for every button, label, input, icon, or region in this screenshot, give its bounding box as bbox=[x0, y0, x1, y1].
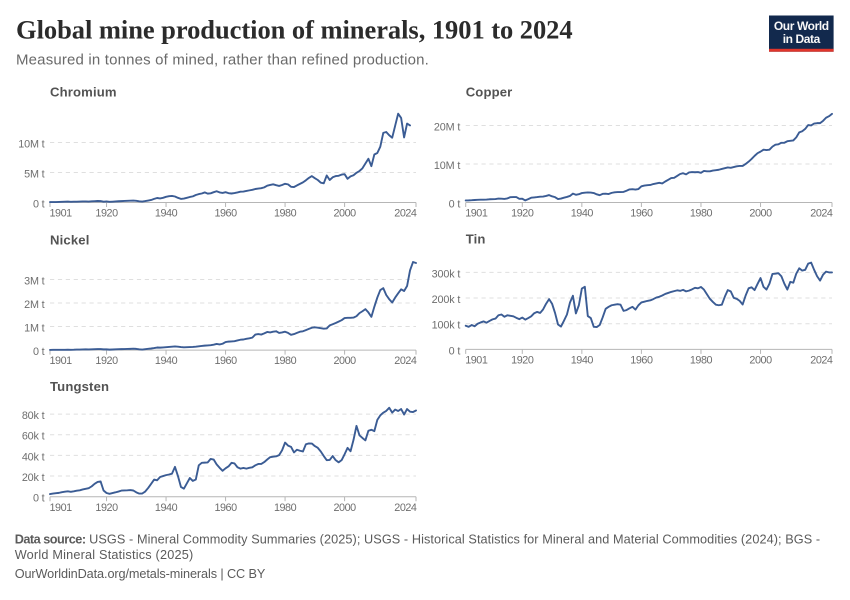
svg-text:1980: 1980 bbox=[274, 208, 297, 220]
svg-text:3M t: 3M t bbox=[24, 275, 45, 287]
svg-text:1960: 1960 bbox=[214, 502, 237, 514]
svg-text:1920: 1920 bbox=[511, 208, 534, 220]
svg-text:Tungsten: Tungsten bbox=[50, 379, 109, 394]
svg-text:World Mineral Statistics (2025: World Mineral Statistics (2025) bbox=[15, 548, 194, 562]
svg-text:Chromium: Chromium bbox=[50, 85, 117, 100]
svg-text:1980: 1980 bbox=[690, 208, 713, 220]
svg-text:1980: 1980 bbox=[274, 355, 297, 367]
svg-text:1940: 1940 bbox=[571, 355, 594, 367]
svg-text:1901: 1901 bbox=[50, 208, 73, 220]
svg-text:0 t: 0 t bbox=[449, 345, 461, 357]
svg-text:0 t: 0 t bbox=[33, 198, 45, 210]
svg-text:2024: 2024 bbox=[810, 208, 833, 220]
svg-text:80k t: 80k t bbox=[22, 410, 45, 422]
svg-text:2024: 2024 bbox=[394, 208, 417, 220]
svg-text:2000: 2000 bbox=[749, 355, 772, 367]
svg-text:1940: 1940 bbox=[571, 208, 594, 220]
svg-text:200k t: 200k t bbox=[432, 294, 461, 306]
svg-text:1920: 1920 bbox=[95, 502, 118, 514]
svg-text:1940: 1940 bbox=[155, 355, 178, 367]
svg-text:20M t: 20M t bbox=[434, 121, 460, 133]
svg-text:in Data: in Data bbox=[783, 32, 821, 46]
svg-text:Global mine production of mine: Global mine production of minerals, 1901… bbox=[16, 14, 573, 44]
svg-text:2024: 2024 bbox=[394, 355, 417, 367]
svg-text:1920: 1920 bbox=[95, 208, 118, 220]
svg-text:Nickel: Nickel bbox=[50, 232, 89, 247]
svg-text:60k t: 60k t bbox=[22, 431, 45, 443]
svg-text:2M t: 2M t bbox=[24, 299, 45, 311]
svg-text:2000: 2000 bbox=[333, 502, 356, 514]
svg-text:1940: 1940 bbox=[155, 208, 178, 220]
svg-text:2024: 2024 bbox=[394, 502, 417, 514]
svg-text:Copper: Copper bbox=[466, 85, 513, 100]
svg-text:20k t: 20k t bbox=[22, 472, 45, 484]
svg-text:40k t: 40k t bbox=[22, 451, 45, 463]
svg-text:Our World: Our World bbox=[774, 19, 829, 33]
svg-text:1980: 1980 bbox=[690, 355, 713, 367]
svg-text:10M t: 10M t bbox=[434, 160, 460, 172]
svg-text:100k t: 100k t bbox=[432, 320, 461, 332]
svg-text:1901: 1901 bbox=[465, 208, 488, 220]
svg-text:1960: 1960 bbox=[630, 208, 653, 220]
svg-text:1920: 1920 bbox=[95, 355, 118, 367]
svg-text:300k t: 300k t bbox=[432, 268, 461, 280]
svg-text:0 t: 0 t bbox=[449, 198, 461, 210]
svg-text:Measured in tonnes of mined, r: Measured in tonnes of mined, rather than… bbox=[16, 51, 429, 68]
svg-text:1901: 1901 bbox=[50, 355, 73, 367]
svg-text:2000: 2000 bbox=[333, 208, 356, 220]
svg-text:1901: 1901 bbox=[465, 355, 488, 367]
svg-text:1960: 1960 bbox=[214, 208, 237, 220]
svg-text:1920: 1920 bbox=[511, 355, 534, 367]
svg-text:1960: 1960 bbox=[214, 355, 237, 367]
svg-text:1940: 1940 bbox=[155, 502, 178, 514]
svg-text:2024: 2024 bbox=[810, 355, 833, 367]
svg-text:0 t: 0 t bbox=[33, 493, 45, 505]
svg-text:5M t: 5M t bbox=[24, 168, 45, 180]
svg-text:1960: 1960 bbox=[630, 355, 653, 367]
svg-text:0 t: 0 t bbox=[33, 346, 45, 358]
svg-text:2000: 2000 bbox=[749, 208, 772, 220]
svg-text:Data source: USGS - Mineral Co: Data source: USGS - Mineral Commodity Su… bbox=[15, 532, 821, 546]
svg-text:2000: 2000 bbox=[333, 355, 356, 367]
svg-text:1M t: 1M t bbox=[24, 322, 45, 334]
svg-text:1980: 1980 bbox=[274, 502, 297, 514]
svg-text:10M t: 10M t bbox=[18, 138, 44, 150]
svg-text:OurWorldinData.org/metals-mine: OurWorldinData.org/metals-minerals | CC … bbox=[15, 567, 266, 581]
svg-text:Tin: Tin bbox=[466, 232, 486, 247]
svg-text:1901: 1901 bbox=[50, 502, 73, 514]
